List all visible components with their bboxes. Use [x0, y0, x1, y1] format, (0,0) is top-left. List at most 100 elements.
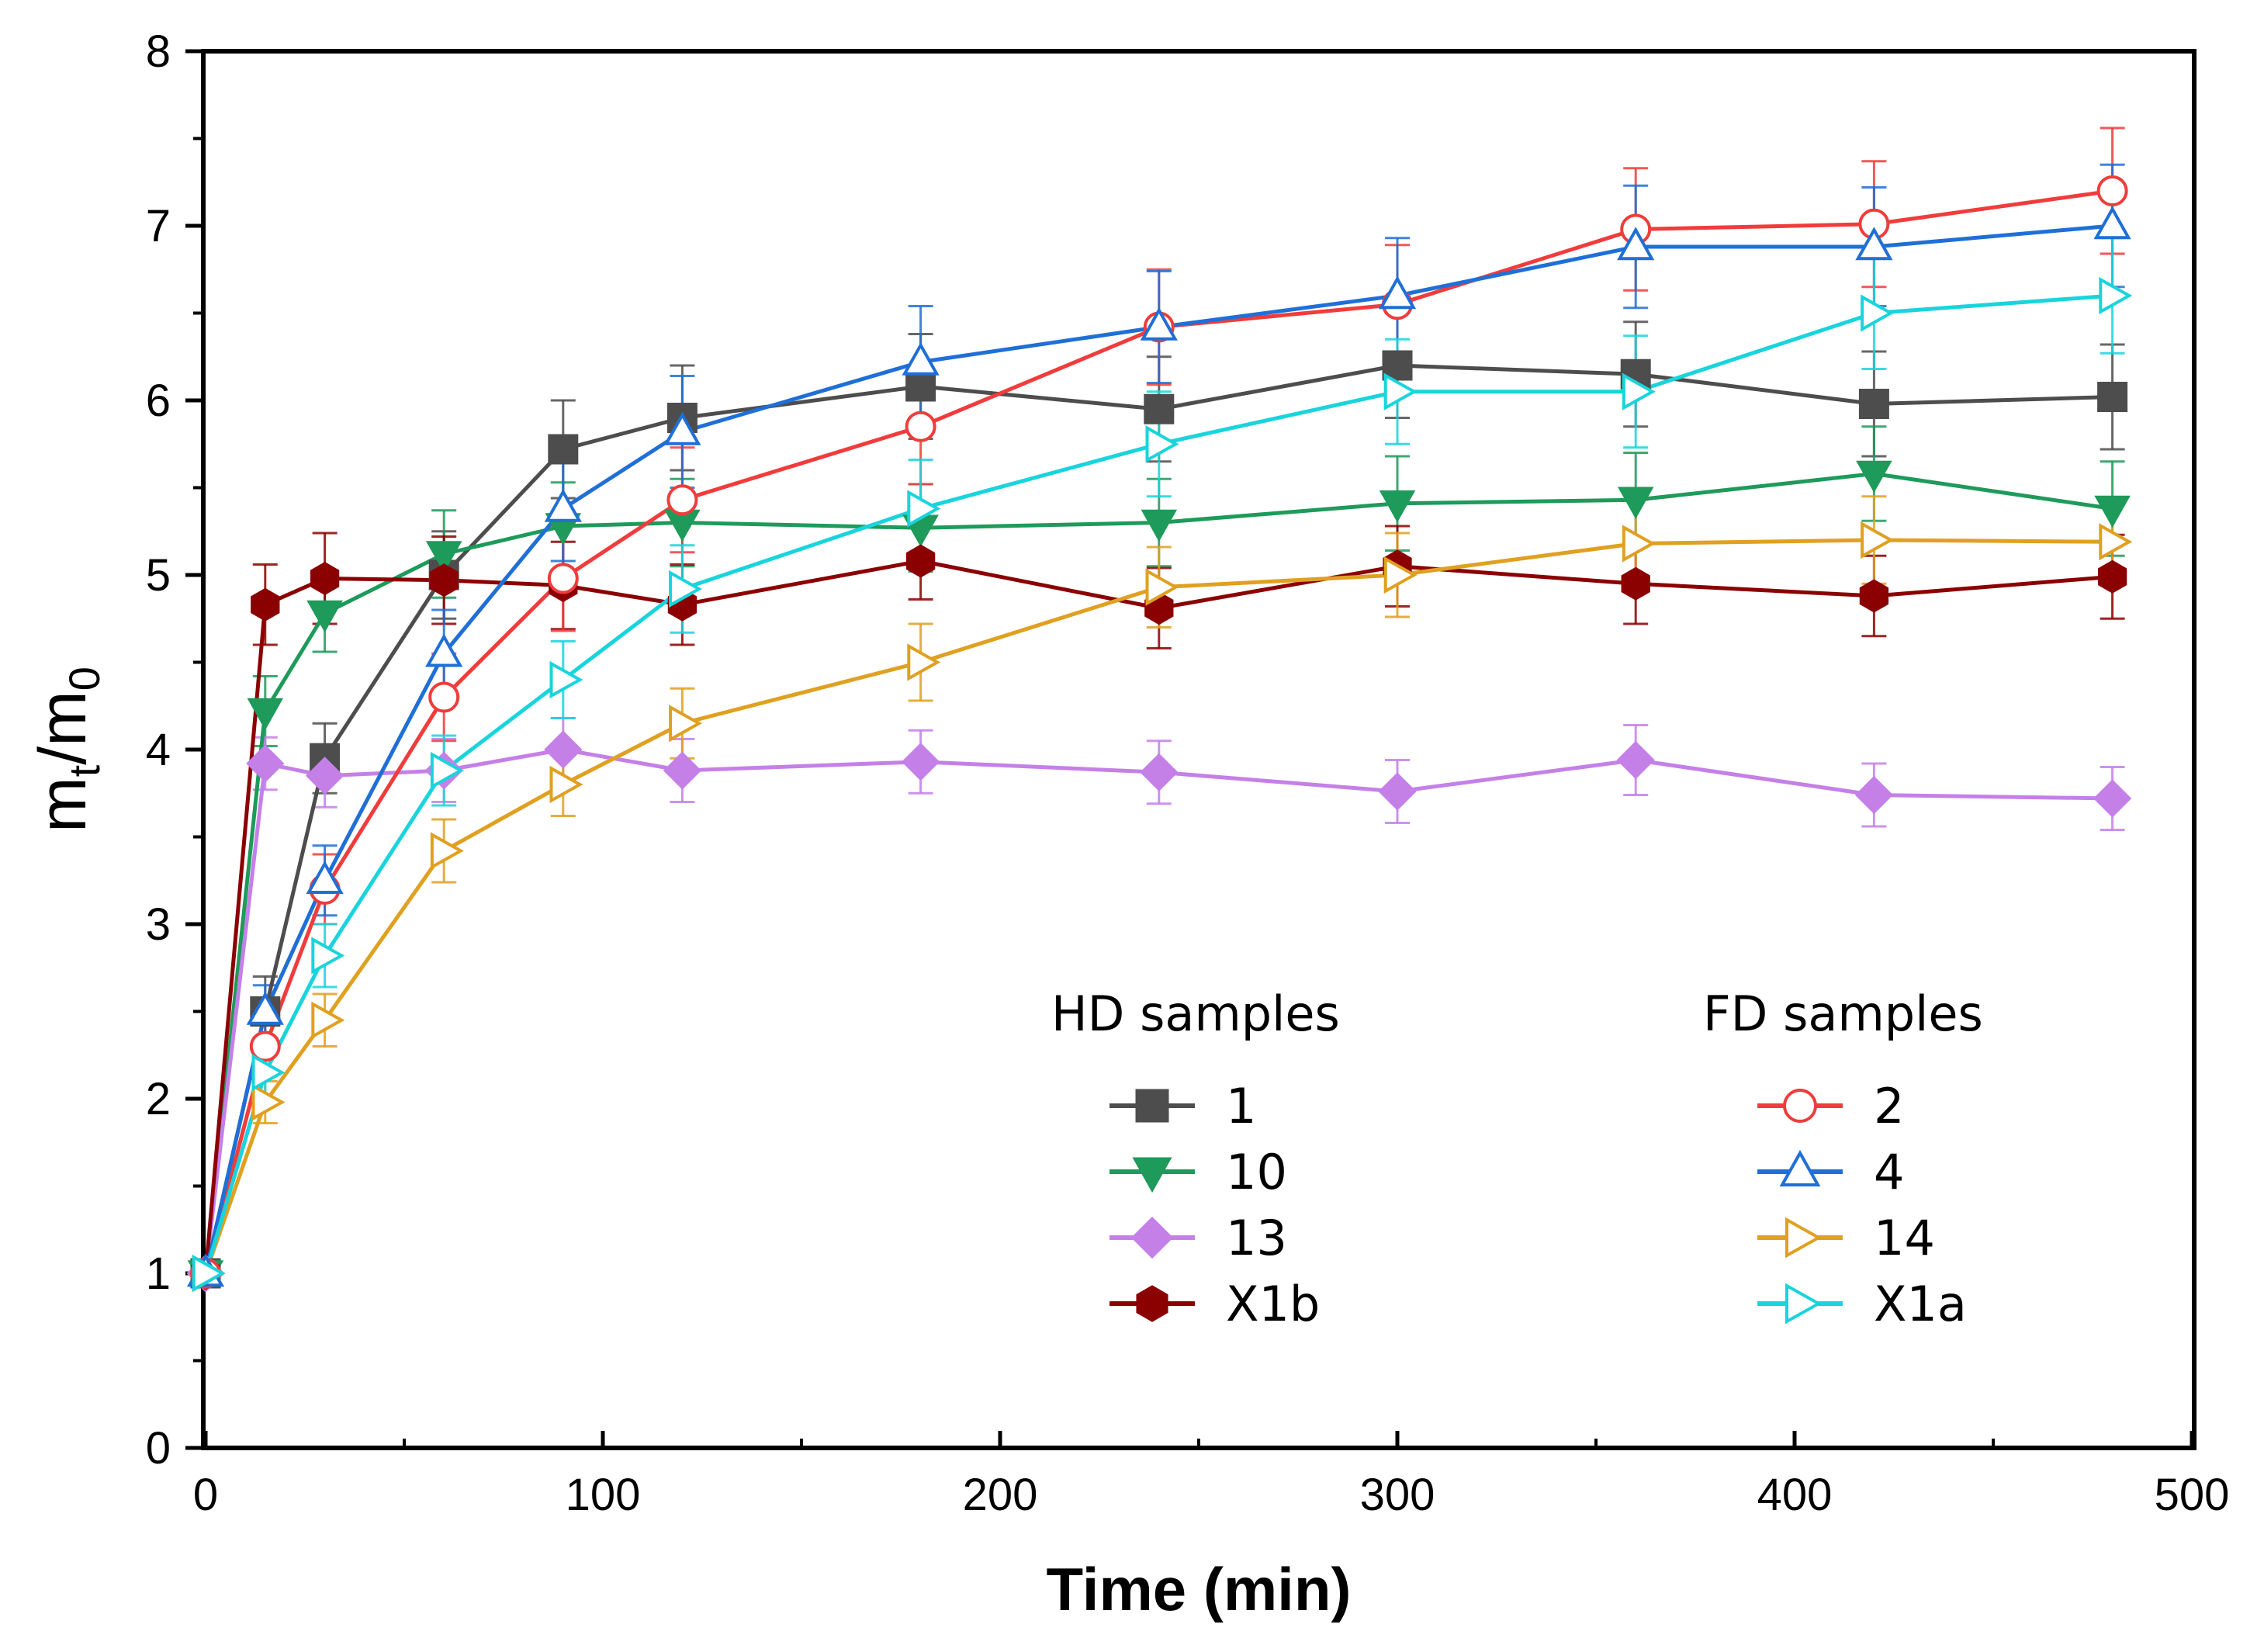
- data-point-4: [902, 341, 940, 376]
- data-point-x1a: [1861, 294, 1895, 332]
- tick-labels: 0 100 200 300 400 500 0 1 2 3 4 5 6 7 8: [146, 26, 2230, 1520]
- data-point-x1b: [1859, 579, 1889, 613]
- data-point-1: [1382, 350, 1413, 381]
- data-point-x1b: [251, 587, 280, 622]
- series-line-2: [203, 189, 2113, 1274]
- data-point-x1b: [905, 544, 936, 578]
- data-point-x1a: [430, 751, 464, 790]
- x-tick-label: 500: [2155, 1470, 2230, 1520]
- data-point-14: [669, 705, 703, 743]
- y-label-sub-0: 0: [60, 667, 109, 691]
- data-point-x1a: [251, 1054, 286, 1092]
- data-point-4: [425, 633, 463, 667]
- x-tick-label: 400: [1757, 1470, 1833, 1520]
- legend-label-14: 14: [1874, 1210, 1935, 1266]
- data-point-14: [2099, 523, 2133, 561]
- data-point-13: [663, 751, 702, 790]
- data-point-x1a: [192, 1254, 226, 1293]
- data-point-14: [251, 1083, 286, 1121]
- data-point-2: [666, 484, 698, 516]
- data-point-4: [246, 991, 284, 1025]
- legend-marker-2: [1783, 1089, 1817, 1123]
- data-point-10: [306, 600, 343, 633]
- data-point-1: [1858, 389, 1889, 419]
- data-point-x1a: [549, 660, 583, 699]
- legend-label-x1a: X1a: [1874, 1276, 1967, 1332]
- y-tick-label: 5: [146, 550, 171, 601]
- series-line-10: [203, 472, 2113, 1274]
- data-point-13: [1616, 740, 1655, 780]
- data-point-4: [1855, 227, 1893, 261]
- y-tick-label: 6: [146, 376, 171, 426]
- x-axis-label: Time (min): [1047, 1555, 1352, 1623]
- legend-marker-13: [1130, 1216, 1174, 1259]
- y-label-slash: /m: [26, 691, 100, 765]
- data-point-2: [905, 410, 936, 442]
- data-point-13: [2093, 779, 2132, 818]
- series-markers: [186, 175, 2133, 1293]
- data-point-10: [1856, 460, 1892, 494]
- legend-label-x1b: X1b: [1226, 1276, 1320, 1332]
- legend-marker-x1a: [1785, 1283, 1823, 1325]
- x-tick-label: 0: [193, 1470, 218, 1520]
- data-point-14: [1383, 556, 1418, 594]
- data-point-14: [549, 765, 583, 804]
- y-label-m: m: [26, 777, 100, 833]
- series-line-4: [203, 223, 2113, 1274]
- y-tick-label: 8: [146, 26, 171, 77]
- data-point-14: [311, 1001, 345, 1039]
- data-point-14: [430, 832, 464, 870]
- data-point-2: [428, 681, 460, 713]
- data-point-2: [249, 1030, 281, 1062]
- data-point-10: [1379, 490, 1416, 523]
- data-point-13: [901, 743, 940, 781]
- legend-label-2: 2: [1874, 1078, 1904, 1134]
- data-point-x1a: [669, 570, 703, 608]
- legend-marker-x1b: [1136, 1285, 1168, 1322]
- y-tick-label: 3: [146, 899, 171, 950]
- y-tick-label: 7: [146, 201, 171, 251]
- series-line-x1a: [203, 293, 2113, 1274]
- y-tick-label: 0: [146, 1423, 171, 1474]
- data-point-x1a: [311, 937, 345, 975]
- legend-label-10: 10: [1226, 1144, 1287, 1200]
- data-point-14: [1622, 525, 1656, 563]
- data-point-2: [2096, 175, 2128, 206]
- y-axis-label: mt/m0: [26, 667, 109, 833]
- y-tick-label: 4: [146, 725, 171, 775]
- legend-items: 1 10 13 X1b 2 4 14 X1a: [1109, 1078, 1967, 1332]
- data-point-14: [907, 643, 941, 681]
- y-label-sub-t: t: [60, 764, 109, 777]
- data-point-4: [306, 861, 344, 895]
- legend-marker-4: [1779, 1149, 1821, 1186]
- data-point-2: [547, 563, 579, 594]
- data-point-x1b: [310, 561, 340, 596]
- data-point-14: [1861, 521, 1895, 559]
- legend-label-1: 1: [1226, 1078, 1256, 1134]
- data-point-x1a: [1383, 372, 1418, 410]
- data-point-1: [905, 371, 936, 402]
- data-point-x1b: [2097, 559, 2127, 594]
- data-point-10: [1617, 487, 1654, 519]
- legend-marker-1: [1135, 1089, 1169, 1123]
- data-point-x1b: [1621, 566, 1650, 601]
- data-point-1: [548, 434, 579, 465]
- data-point-x1b: [429, 563, 459, 597]
- legend-title-hd: HD samples: [1051, 985, 1340, 1042]
- x-tick-label: 100: [566, 1470, 641, 1520]
- data-point-4: [1617, 227, 1655, 261]
- data-point-14: [1145, 568, 1179, 606]
- data-point-4: [544, 488, 582, 522]
- legend-marker-14: [1785, 1217, 1823, 1259]
- data-point-13: [1140, 753, 1179, 791]
- data-point-x1a: [1145, 425, 1179, 463]
- legend-label-4: 4: [1874, 1144, 1904, 1200]
- data-point-1: [1144, 393, 1175, 424]
- x-tick-label: 200: [963, 1470, 1038, 1520]
- data-point-13: [246, 744, 285, 783]
- legend-label-13: 13: [1226, 1210, 1287, 1266]
- data-point-1: [2097, 382, 2128, 412]
- data-point-10: [1141, 509, 1178, 542]
- data-point-10: [2094, 495, 2131, 528]
